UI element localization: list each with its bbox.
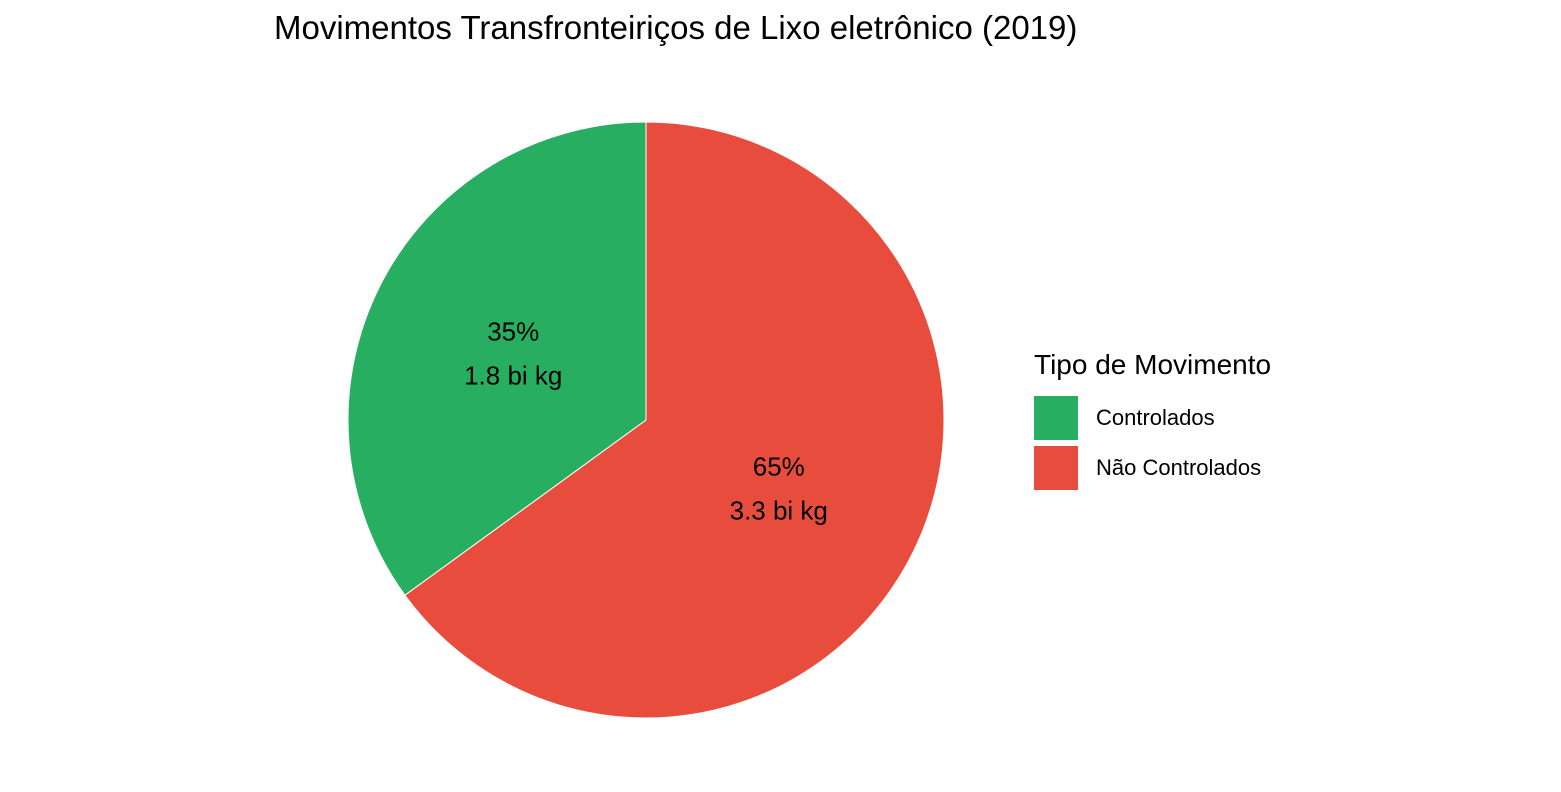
- pie-slice-nao-controlados: [404, 121, 945, 719]
- legend-title: Tipo de Movimento: [1034, 349, 1272, 380]
- chart-title: Movimentos Transfronteiriços de Lixo ele…: [274, 9, 1078, 46]
- legend-items: Controlados Não Controlados: [1034, 394, 1271, 492]
- slice-percent-label: 65%: [753, 452, 805, 482]
- legend-item-controlados: Controlados: [1034, 394, 1271, 442]
- legend: Tipo de Movimento Controlados Não Contro…: [1034, 346, 1271, 492]
- slice-value-label: 3.3 bi kg: [730, 496, 828, 526]
- slice-value-label: 1.8 bi kg: [464, 360, 562, 390]
- legend-label: Não Controlados: [1096, 455, 1262, 480]
- slice-percent-label: 35%: [487, 316, 539, 346]
- legend-label: Controlados: [1096, 405, 1215, 430]
- pie-slice-controlados: [347, 121, 647, 596]
- legend-swatch: [1034, 396, 1078, 440]
- legend-swatch: [1034, 446, 1078, 490]
- legend-item-nao-controlados: Não Controlados: [1034, 444, 1271, 492]
